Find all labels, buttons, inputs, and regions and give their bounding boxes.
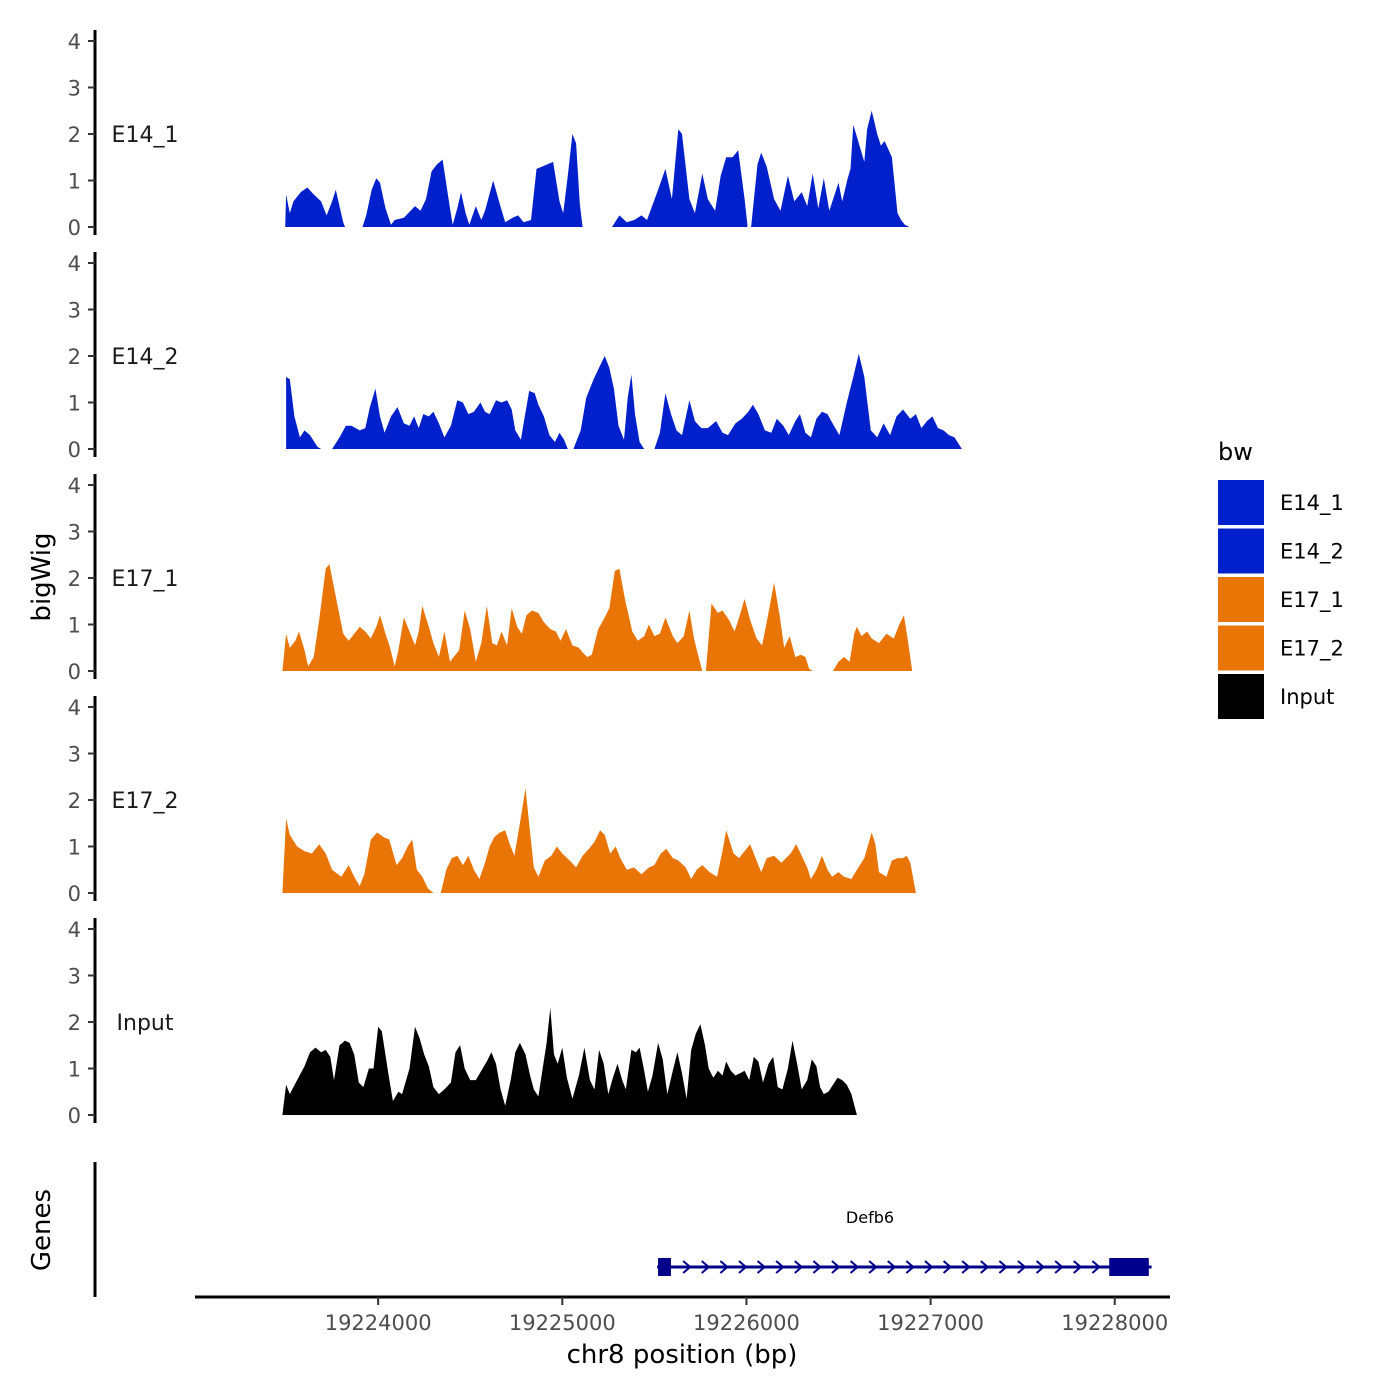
y-tick-label: 3 <box>68 965 81 989</box>
gene-strand-arrow <box>887 1260 897 1274</box>
y-tick-label: 0 <box>68 1104 81 1128</box>
gene-strand-arrow <box>812 1260 822 1274</box>
legend-swatch-e14-2 <box>1218 528 1264 574</box>
x-axis-title: chr8 position (bp) <box>567 1340 798 1370</box>
legend-swatch-e17-2 <box>1218 625 1264 671</box>
gene-strand-arrow <box>1035 1260 1046 1274</box>
legend-swatch-input <box>1218 674 1264 719</box>
area-e14-2 <box>286 376 322 449</box>
y-tick-label: 4 <box>68 918 81 942</box>
y-tick-label: 3 <box>68 299 81 323</box>
area-e14-2 <box>332 388 568 449</box>
y-tick-label: 3 <box>68 77 81 101</box>
y-tick-label: 1 <box>68 1058 81 1082</box>
y-tick-label: 1 <box>68 392 81 416</box>
area-e17-1 <box>282 564 703 671</box>
x-tick-label: 19226000 <box>693 1311 800 1335</box>
area-e17-2 <box>282 818 434 893</box>
area-e14-1 <box>612 129 748 227</box>
y-tick-label: 1 <box>68 836 81 860</box>
gene-strand-arrow <box>942 1260 953 1274</box>
legend-title: bw <box>1218 438 1253 466</box>
gene-strand-arrow <box>719 1260 729 1274</box>
y-tick-label: 2 <box>68 1011 81 1035</box>
gene-panel-title: Genes <box>27 1189 57 1271</box>
gene-strand-arrow <box>701 1260 711 1274</box>
track-label: E17_2 <box>112 789 179 814</box>
area-e14-1 <box>751 110 910 227</box>
y-tick-label: 4 <box>68 30 81 54</box>
y-tick-label: 3 <box>68 743 81 767</box>
area-e17-2 <box>440 788 916 893</box>
gene-name-label: Defb6 <box>846 1208 894 1227</box>
gene-strand-arrow <box>905 1260 915 1274</box>
y-tick-label: 4 <box>68 252 81 276</box>
track-label: E14_2 <box>112 345 179 370</box>
gene-strand-arrow <box>1073 1260 1083 1274</box>
gene-strand-arrow <box>1017 1260 1027 1274</box>
gene-strand-arrow <box>868 1260 878 1274</box>
gene-strand-arrow <box>961 1260 971 1274</box>
gene-strand-arrow <box>738 1260 748 1274</box>
y-tick-label: 2 <box>68 345 81 369</box>
gene-exon <box>658 1258 671 1276</box>
y-tick-label: 1 <box>68 170 81 194</box>
gene-strand-arrow <box>924 1260 934 1274</box>
legend-label: Input <box>1280 685 1334 709</box>
gene-strand-arrow <box>1054 1260 1064 1274</box>
y-tick-label: 4 <box>68 474 81 498</box>
area-e17-1 <box>833 615 913 671</box>
y-axis-title: bigWig <box>27 532 57 621</box>
gene-strand-arrow <box>849 1260 860 1274</box>
legend-swatch-e17-1 <box>1218 577 1264 622</box>
x-tick-label: 19224000 <box>325 1311 432 1335</box>
y-tick-label: 0 <box>68 882 81 906</box>
legend-label: E17_1 <box>1280 588 1344 613</box>
gene-strand-arrow <box>775 1260 785 1274</box>
gene-strand-arrow <box>998 1260 1008 1274</box>
area-e14-2 <box>573 356 645 449</box>
area-input <box>282 1008 857 1115</box>
track-label: E17_1 <box>112 567 179 592</box>
legend-label: E14_1 <box>1280 491 1344 516</box>
legend-swatch-e14-1 <box>1218 480 1264 525</box>
gene-exon <box>1109 1258 1149 1276</box>
y-tick-label: 2 <box>68 567 81 591</box>
gene-strand-arrow <box>794 1260 804 1274</box>
legend-label: E14_2 <box>1280 540 1344 565</box>
y-tick-label: 1 <box>68 614 81 638</box>
y-tick-label: 3 <box>68 521 81 545</box>
gene-strand-arrow <box>682 1260 692 1274</box>
area-e14-1 <box>362 134 583 227</box>
x-tick-label: 19227000 <box>877 1311 984 1335</box>
track-label: Input <box>117 1011 174 1036</box>
y-tick-label: 0 <box>68 216 81 240</box>
gene-strand-arrow <box>831 1260 841 1274</box>
x-tick-label: 19225000 <box>509 1311 616 1335</box>
y-tick-label: 2 <box>68 789 81 813</box>
y-tick-label: 0 <box>68 438 81 462</box>
legend-label: E17_2 <box>1280 637 1344 662</box>
y-tick-label: 0 <box>68 660 81 684</box>
area-e14-1 <box>285 187 345 227</box>
gene-strand-arrow <box>1091 1260 1101 1274</box>
track-label: E14_1 <box>112 123 179 148</box>
area-e14-2 <box>654 353 962 449</box>
y-tick-label: 4 <box>68 696 81 720</box>
y-tick-label: 2 <box>68 123 81 147</box>
gene-strand-arrow <box>756 1260 767 1274</box>
gene-strand-arrow <box>980 1260 990 1274</box>
x-tick-label: 19228000 <box>1061 1311 1168 1335</box>
area-e17-1 <box>705 582 813 671</box>
